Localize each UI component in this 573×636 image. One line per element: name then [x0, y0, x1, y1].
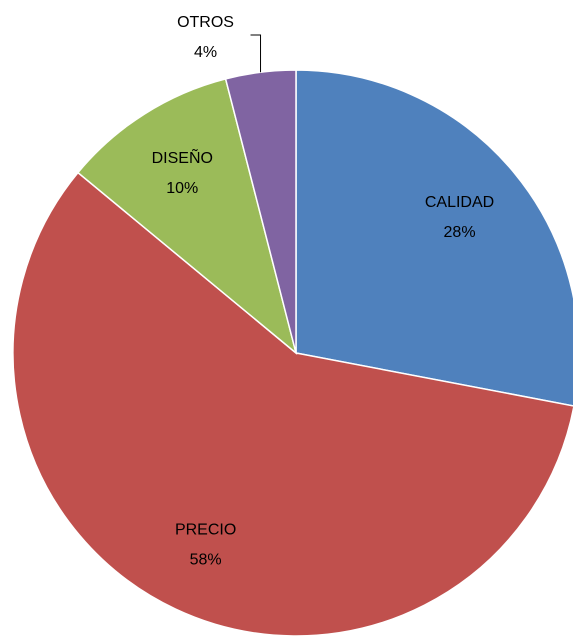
slice-value: 28%: [444, 224, 476, 241]
slice-value: 58%: [190, 551, 222, 568]
slice-value: 4%: [194, 44, 217, 61]
slice-label: DISEÑO: [152, 147, 213, 167]
pie-slice: [295, 69, 573, 407]
pie-slice: [224, 69, 297, 354]
pie-slice: [76, 77, 298, 356]
leader-line: [250, 34, 262, 73]
slice-label: CALIDAD: [425, 194, 494, 211]
slice-label: OTROS: [177, 14, 234, 31]
slice-value: 10%: [166, 180, 198, 197]
pie-slice: [12, 171, 573, 636]
slice-label: PRECIO: [175, 521, 236, 538]
